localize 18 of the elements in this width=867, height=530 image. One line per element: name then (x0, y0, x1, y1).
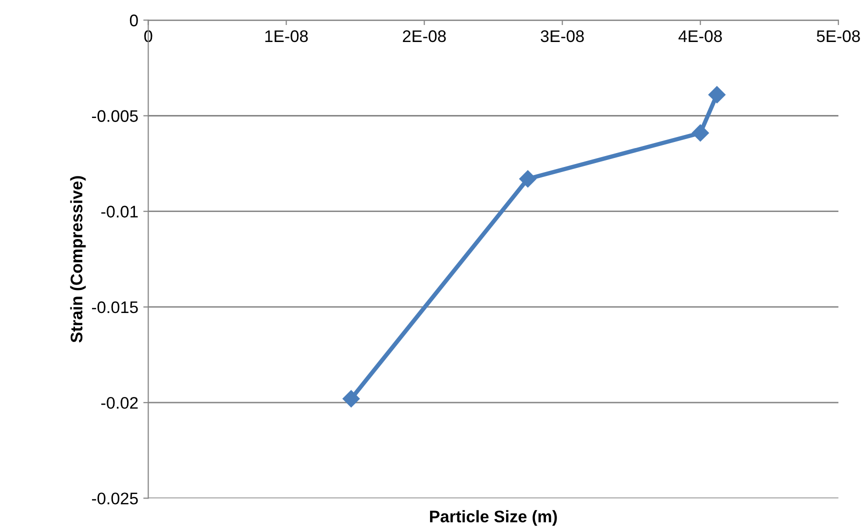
x-tick-label: 2E-08 (402, 30, 446, 42)
y-tick-label: 0 (130, 14, 138, 26)
point (342, 390, 360, 408)
x-tick-label: 0 (144, 30, 152, 42)
x-axis-title: Particle Size (m) (430, 510, 557, 526)
y-tick-label: -0.01 (101, 206, 138, 218)
y-tick-label: -0.005 (92, 110, 138, 122)
point (519, 170, 536, 188)
y-axis-title: Strain (Compressive) (70, 176, 86, 343)
x-tick-label: 1E-08 (265, 30, 308, 42)
x-tick-label: 5E-08 (816, 30, 860, 42)
y-tick-label: -0.02 (101, 396, 138, 409)
y-tick-label: -0.015 (92, 301, 138, 314)
y-tick-label: -0.025 (92, 492, 138, 504)
x-tick-label: 3E-08 (540, 30, 584, 42)
point (692, 124, 709, 142)
point (708, 86, 726, 104)
x-tick-label: 4E-08 (678, 30, 722, 42)
